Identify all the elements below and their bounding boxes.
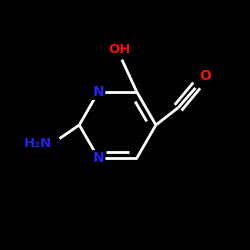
Text: O: O bbox=[199, 69, 211, 83]
Text: H₂N: H₂N bbox=[24, 137, 52, 150]
Text: N: N bbox=[92, 151, 104, 165]
Text: OH: OH bbox=[108, 43, 130, 56]
Text: N: N bbox=[92, 85, 104, 99]
